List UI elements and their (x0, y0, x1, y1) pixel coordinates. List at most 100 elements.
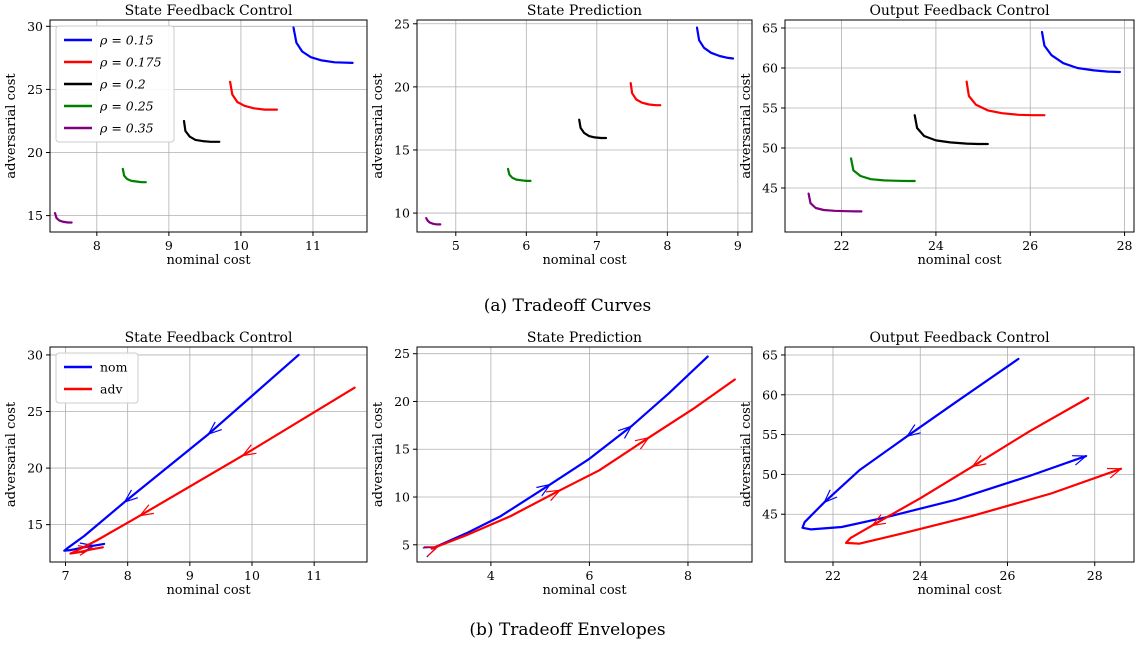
direction-arrow (905, 424, 921, 438)
series-line-adv (844, 396, 1123, 545)
y-tick-label: 10 (394, 490, 410, 505)
x-tick-label: 11 (305, 238, 321, 253)
y-tick-label: 25 (394, 16, 410, 31)
x-tick-label: 11 (306, 568, 322, 583)
x-axis-label: nominal cost (542, 583, 627, 598)
x-tick-label: 28 (1087, 568, 1103, 583)
x-tick-label: 8 (93, 238, 101, 253)
series-group (422, 355, 736, 558)
series-line-0.15 (292, 26, 354, 65)
series-line-nom (801, 357, 1088, 531)
y-tick-label: 25 (27, 82, 43, 97)
x-axis-label: nominal cost (917, 583, 1002, 598)
y-tick-label: 45 (762, 507, 778, 522)
chart-panel-1: 8 9 10 11 15 20 25 30 State Feedback Control nomi… (4, 3, 368, 268)
series-group (425, 26, 735, 226)
y-tick-label: 65 (762, 21, 778, 36)
chart-title: State Feedback Control (125, 330, 293, 346)
x-tick-label: 8 (684, 568, 692, 583)
y-tick-label: 65 (762, 347, 778, 362)
chart-title: Output Feedback Control (869, 3, 1050, 19)
x-tick-label: 22 (825, 568, 841, 583)
direction-arrow (536, 483, 552, 497)
x-tick-label: 7 (62, 568, 70, 583)
legend-label: ρ = 0.15 (99, 33, 154, 48)
legend-box (55, 352, 139, 404)
chart-panel-3: 22 24 26 28 45 50 55 60 65 Output Feedback Contro… (739, 3, 1135, 268)
plot-frame (49, 19, 368, 233)
y-tick-label: 60 (762, 387, 778, 402)
y-tick-label: 20 (27, 145, 43, 160)
series-line-0.175 (629, 81, 662, 107)
chart-title: Output Feedback Control (869, 330, 1050, 346)
direction-arrow (207, 421, 222, 436)
x-tick-label: 7 (593, 238, 601, 253)
plot-frame (784, 19, 1135, 233)
plot-frame (784, 346, 1135, 563)
legend-label: nom (100, 360, 128, 375)
series-line-0.175 (965, 80, 1046, 117)
y-tick-label: 25 (27, 404, 43, 419)
chart-panel-2: 5 6 7 8 9 10 15 20 25 State Prediction nominal cos… (371, 3, 753, 268)
chart-panel-4: 7 8 9 10 11 15 20 25 30 State Feedback Control nom… (4, 330, 368, 598)
series-line-0.25 (849, 157, 916, 183)
series-line-0.15 (1040, 30, 1122, 74)
series-line-0.25 (506, 167, 532, 182)
y-tick-label: 30 (27, 19, 43, 34)
direction-arrow (241, 444, 257, 457)
chart-title: State Prediction (527, 3, 642, 19)
direction-arrow (870, 514, 887, 527)
series-line-0.2 (913, 114, 989, 146)
series-line-nom (430, 355, 709, 550)
legend-box (55, 25, 175, 143)
series-group (53, 26, 354, 224)
caption-a: (a) Tradeoff Curves (483, 296, 652, 316)
chart-panel-6: 22 24 26 28 45 50 55 60 65 Output Feedback Contro… (739, 330, 1135, 598)
series-group (63, 353, 356, 556)
x-tick-label: 9 (186, 568, 194, 583)
series-line-adv (430, 378, 736, 550)
legend-label: ρ = 0.175 (99, 55, 162, 70)
direction-arrow (634, 436, 650, 450)
series-group (807, 30, 1122, 213)
x-axis-label: nominal cost (917, 253, 1002, 268)
direction-arrow (77, 545, 94, 556)
x-tick-label: 8 (663, 238, 671, 253)
y-tick-label: 55 (762, 101, 778, 116)
chart-panel-5: 4 6 8 5 10 15 20 25 State Prediction nominal cost… (371, 330, 753, 598)
x-tick-label: 9 (734, 238, 742, 253)
caption-b: (b) Tradeoff Envelopes (469, 620, 666, 640)
x-tick-label: 6 (585, 568, 593, 583)
series-line-0.175 (229, 80, 278, 111)
plot-frame (49, 346, 368, 563)
legend-label: adv (100, 382, 123, 397)
legend-label: ρ = 0.2 (99, 77, 146, 92)
x-tick-label: 24 (928, 238, 944, 253)
y-tick-label: 10 (394, 206, 410, 221)
y-axis-label: adversarial cost (739, 73, 754, 179)
series-group (801, 357, 1123, 545)
y-tick-label: 15 (394, 442, 410, 457)
x-tick-label: 26 (1000, 568, 1016, 583)
y-tick-label: 55 (762, 427, 778, 442)
y-tick-label: 25 (394, 346, 410, 361)
direction-arrow (423, 546, 440, 557)
legend-label: ρ = 0.35 (99, 121, 154, 136)
y-tick-label: 15 (394, 142, 410, 157)
chart-title: State Prediction (527, 330, 642, 346)
series-line-0.35 (807, 192, 863, 213)
direction-arrow (617, 425, 633, 439)
y-axis-label: adversarial cost (4, 401, 19, 507)
y-tick-label: 5 (402, 537, 410, 552)
x-tick-label: 8 (124, 568, 132, 583)
direction-arrow (823, 489, 838, 504)
plot-frame (416, 346, 753, 563)
series-line-0.2 (182, 119, 221, 143)
y-tick-label: 60 (762, 61, 778, 76)
plot-frame (416, 19, 753, 233)
y-tick-label: 50 (762, 141, 778, 156)
direction-arrow (1072, 455, 1088, 466)
series-line-0.2 (578, 118, 608, 140)
y-tick-label: 20 (27, 461, 43, 476)
series-line-0.35 (53, 212, 73, 224)
